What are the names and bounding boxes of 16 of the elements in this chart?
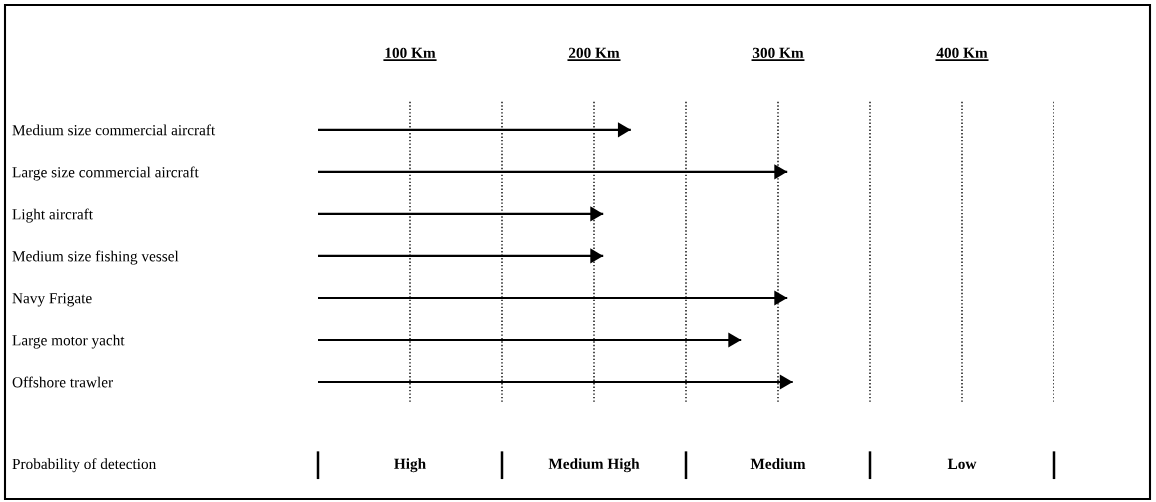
y-tick-label: Medium size fishing vessel — [12, 250, 179, 265]
y-tick-label: Light aircraft — [12, 208, 93, 223]
x-tick-label: 400 Km — [936, 47, 988, 59]
y-tick-label: Large size commercial aircraft — [12, 166, 199, 181]
text: Medium — [750, 458, 806, 470]
text: High — [394, 458, 426, 473]
y-tick-label: Medium size commercial aircraft — [12, 124, 216, 136]
y-tick-label: Navy Frigate — [12, 293, 92, 307]
y-tick-label: Offshore trawler — [12, 376, 113, 388]
x-tick-label: 200 Km — [568, 47, 620, 59]
text: Medium High — [548, 458, 640, 473]
y-tick-label: Large motor yacht — [12, 334, 125, 349]
text: Low — [947, 458, 977, 470]
x-tick-label: 100 Km — [385, 47, 436, 59]
x-tick-label: 300 Km — [752, 47, 804, 59]
text: Probability of detection — [12, 458, 157, 473]
